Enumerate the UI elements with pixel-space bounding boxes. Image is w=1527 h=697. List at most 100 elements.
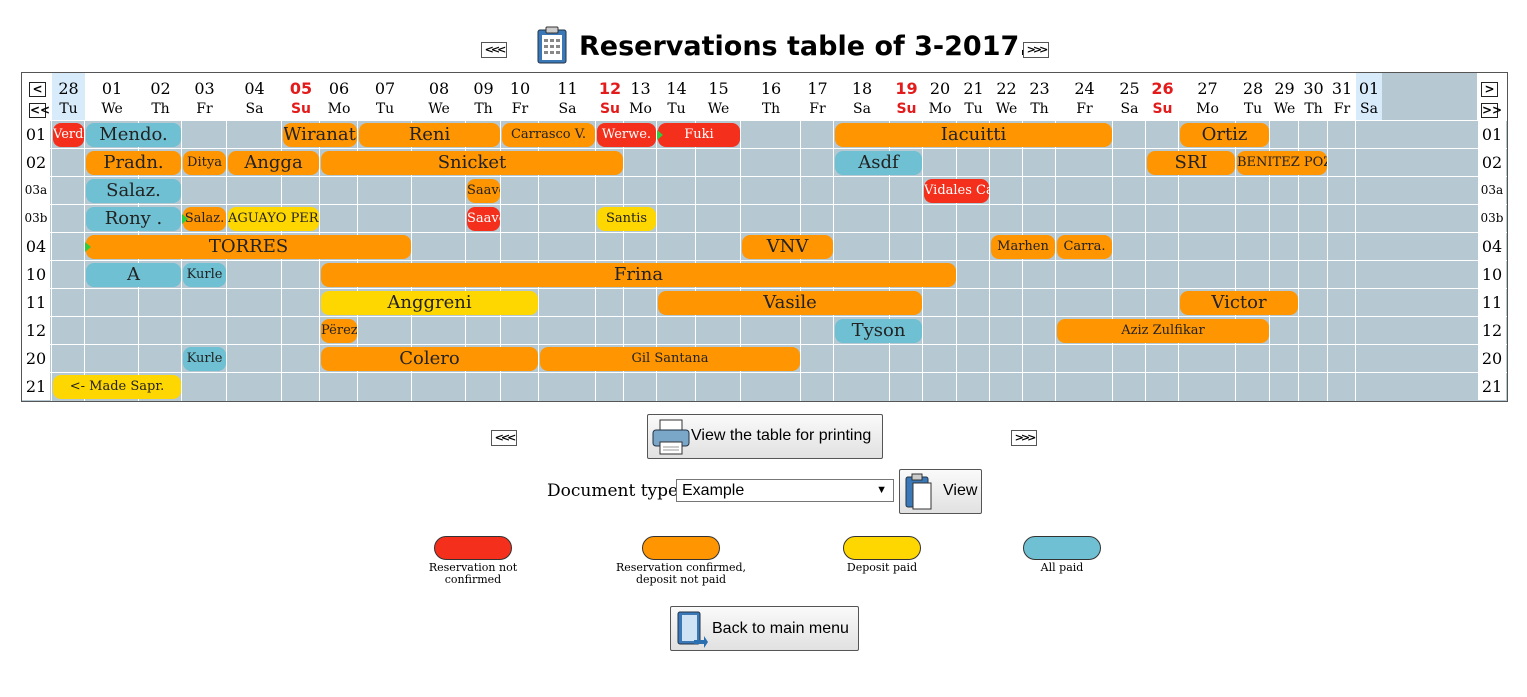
reservation-bar[interactable]: Anggreni xyxy=(321,291,538,315)
reservation-bar[interactable]: Gil Santana xyxy=(540,347,800,371)
reservation-bar[interactable]: Asdf xyxy=(835,151,922,175)
reservation-bar[interactable]: VNV xyxy=(742,235,833,259)
day-number: 21 xyxy=(963,79,984,98)
room-label-left-02: 02 xyxy=(22,149,50,176)
day-number: 28 xyxy=(58,79,79,98)
reservation-bar[interactable]: Angga xyxy=(228,151,319,175)
check-in-marker-icon xyxy=(182,214,188,224)
reservation-bar[interactable]: AGUAYO PER. xyxy=(228,207,319,231)
check-in-marker-icon xyxy=(657,130,663,140)
back-to-main-menu-label: Back to main menu xyxy=(712,620,849,637)
grid-column-line xyxy=(411,121,412,401)
reservation-bar[interactable]: Përez. xyxy=(321,319,357,343)
reservation-bar[interactable]: Ditya xyxy=(183,151,226,175)
day-name: Tu xyxy=(375,101,395,117)
grid-row-line xyxy=(22,260,1507,261)
next-week-button[interactable]: >> xyxy=(1481,103,1502,118)
reservation-bar[interactable]: BENITEZ POZO xyxy=(1237,151,1327,175)
reservation-bar[interactable]: Aziz Zulfikar xyxy=(1057,319,1269,343)
reservation-bar[interactable]: Santis xyxy=(597,207,656,231)
grid-column-line xyxy=(1112,121,1113,401)
day-name: Mo xyxy=(1196,101,1219,117)
next-day-button[interactable]: > xyxy=(1481,82,1498,97)
day-number: 11 xyxy=(557,79,578,98)
day-name: Tu xyxy=(667,101,686,117)
check-in-marker-icon xyxy=(85,242,91,252)
reservation-bar[interactable]: <- Made Sapr. xyxy=(53,375,181,399)
reservation-bar[interactable]: Fuki xyxy=(658,123,740,147)
document-type-select[interactable]: Example ▼ xyxy=(676,479,894,502)
grid-row-line xyxy=(22,148,1507,149)
reservation-bar[interactable]: Marhen xyxy=(991,235,1055,259)
room-label-right-02: 02 xyxy=(1478,149,1506,176)
day-number: 10 xyxy=(509,79,531,98)
reservation-bar[interactable]: Saave. xyxy=(467,207,500,231)
reservation-bar[interactable]: A xyxy=(86,263,181,287)
day-header-12-su: 12 Su xyxy=(596,73,624,121)
prev-month-button-bottom[interactable]: <<< xyxy=(491,430,517,446)
day-name: Th xyxy=(1304,101,1323,117)
reservation-bar[interactable]: Saave. xyxy=(467,179,500,203)
grid-row-line xyxy=(22,288,1507,289)
reservation-bar[interactable]: Mendo. xyxy=(86,123,181,147)
day-header-01-we: 01 We xyxy=(85,73,139,121)
day-header-01-sa: 01 Sa xyxy=(1356,73,1382,121)
day-number: 20 xyxy=(929,79,951,98)
room-label-right-11: 11 xyxy=(1478,289,1506,316)
legend-label: All paid xyxy=(1040,561,1084,574)
day-header-03-fr: 03 Fr xyxy=(182,73,227,121)
reservation-bar[interactable]: Colero xyxy=(321,347,538,371)
reservation-bar[interactable]: Salaz. xyxy=(183,207,226,231)
grid-column-line xyxy=(1145,121,1146,401)
reservation-bar[interactable]: Reni xyxy=(359,123,500,147)
day-number: 16 xyxy=(760,79,782,98)
day-header-11-sa: 11 Sa xyxy=(539,73,596,121)
print-view-button[interactable]: View the table for printing xyxy=(647,414,883,459)
day-header-02-th: 02 Th xyxy=(139,73,182,121)
reservation-bar[interactable]: Kurle xyxy=(183,347,226,371)
grid-column-line xyxy=(740,121,741,401)
reservation-bar[interactable]: Frina xyxy=(321,263,956,287)
reservation-bar[interactable]: Tyson xyxy=(835,319,922,343)
day-header-29-we: 29 We xyxy=(1270,73,1299,121)
reservation-bar[interactable]: Wiranata xyxy=(283,123,357,147)
reservation-bar[interactable]: Pradn. xyxy=(86,151,181,175)
reservation-bar[interactable]: Carra. xyxy=(1057,235,1112,259)
next-month-button-bottom[interactable]: >>> xyxy=(1011,430,1037,446)
grid-column-line xyxy=(989,121,990,401)
reservation-bar[interactable]: Snicket xyxy=(321,151,623,175)
day-name: Fr xyxy=(196,101,213,117)
reservation-bar[interactable]: TORRES xyxy=(86,235,411,259)
room-label-left-20: 20 xyxy=(22,345,50,372)
day-name: Sa xyxy=(1360,101,1378,117)
day-header-30-th: 30 Th xyxy=(1299,73,1328,121)
reservation-bar[interactable]: Carrasco V. xyxy=(502,123,595,147)
prev-week-button[interactable]: << xyxy=(29,103,50,118)
day-name: Fr xyxy=(511,101,529,117)
reservation-bar[interactable]: Kurle xyxy=(183,263,226,287)
reservation-bar[interactable]: Vasile xyxy=(658,291,922,315)
reservation-bar[interactable]: Victor xyxy=(1180,291,1298,315)
day-header-16-th: 16 Th xyxy=(741,73,801,121)
view-document-button[interactable]: View xyxy=(899,469,982,514)
day-number: 07 xyxy=(374,79,396,98)
reservation-bar[interactable]: Verdi xyxy=(53,123,84,147)
reservation-bar[interactable]: SRI xyxy=(1147,151,1235,175)
reservation-bar[interactable]: Iacuitti xyxy=(835,123,1112,147)
title-row: <<< Reservations table of 3-2017. >>> xyxy=(0,26,1527,70)
next-month-button[interactable]: >>> xyxy=(1023,42,1049,58)
day-header-22-we: 22 We xyxy=(990,73,1023,121)
day-number: 17 xyxy=(807,79,828,98)
day-header-07-tu: 07 Tu xyxy=(358,73,412,121)
reservation-bar[interactable]: Ortiz xyxy=(1180,123,1269,147)
chevron-left-icon: < xyxy=(32,82,43,96)
reservation-bar[interactable]: Rony . xyxy=(86,207,181,231)
reservation-bar[interactable]: Salaz. xyxy=(86,179,181,203)
prev-day-button[interactable]: < xyxy=(29,82,46,97)
prev-month-button[interactable]: <<< xyxy=(481,42,507,58)
legend-label: Reservation not confirmed xyxy=(428,561,518,586)
reservation-bar[interactable]: Vidales Castillo xyxy=(924,179,989,203)
back-to-main-menu-button[interactable]: Back to main menu xyxy=(670,606,859,651)
reservation-bar[interactable]: Werwe. xyxy=(597,123,656,147)
day-name: Su xyxy=(896,101,917,117)
